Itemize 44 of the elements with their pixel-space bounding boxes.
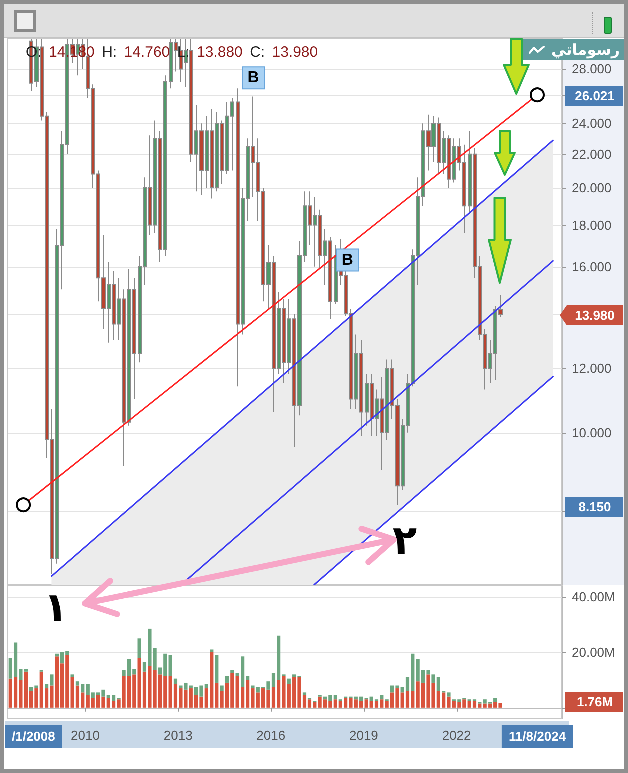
bar	[380, 695, 384, 700]
annotation: رسوماتي	[551, 40, 620, 58]
bar	[287, 678, 291, 684]
bar	[334, 695, 338, 700]
x-tick-label: 2022	[442, 728, 472, 743]
data-label: B	[248, 70, 260, 87]
text: 8.150	[578, 500, 612, 514]
y-tick-label: 40.00M	[572, 590, 616, 605]
x-tick-label: 2013	[164, 728, 193, 743]
bar	[225, 676, 230, 683]
y-tick-label: 24.000	[572, 116, 612, 132]
x-tick-label: 2016	[256, 728, 286, 743]
text: /1/2008	[12, 729, 56, 744]
point	[16, 498, 32, 513]
y-tick-label: 28.000	[572, 62, 612, 77]
bar	[494, 698, 498, 702]
text: 13.980	[575, 308, 615, 323]
bar	[447, 692, 451, 697]
y-tick-label: 16.000	[572, 259, 612, 274]
text: 11/8/2024	[508, 729, 567, 744]
y-tick-label: 12.000	[572, 360, 612, 376]
bar	[70, 674, 74, 678]
annotation: ١	[44, 585, 68, 631]
y-tick-label: 20.00M	[572, 645, 616, 660]
text: 26.021	[575, 88, 615, 104]
y-tick-label: 18.000	[572, 218, 612, 233]
bar	[174, 678, 178, 684]
bar	[215, 655, 219, 683]
bar	[230, 670, 234, 674]
y-tick-label: 22.000	[572, 146, 612, 162]
text: 1.76M	[576, 694, 614, 710]
bar	[302, 692, 307, 696]
bar	[138, 638, 142, 658]
data-label: B	[342, 252, 354, 269]
point	[530, 88, 546, 103]
bar	[220, 686, 224, 692]
y-tick-label: 20.000	[572, 180, 612, 196]
drawings-button: رسوماتي	[523, 39, 624, 60]
y-tick-label: 10.000	[572, 425, 612, 440]
bar	[210, 650, 214, 652]
bar	[168, 655, 172, 676]
x-tick-label: 2010	[71, 728, 100, 743]
x-tick-label: 2019	[349, 728, 378, 743]
annotation: ٢	[392, 518, 418, 564]
